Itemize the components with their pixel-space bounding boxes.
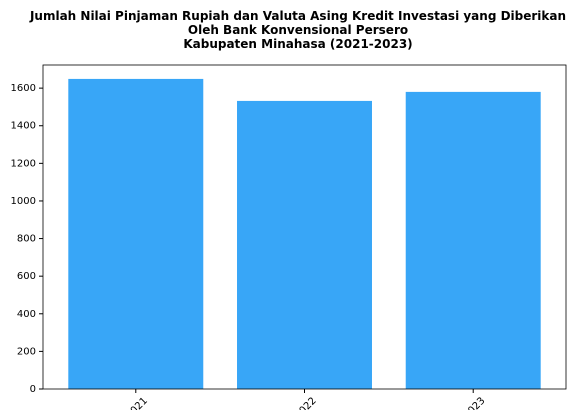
x-tick-label: 2023 <box>462 395 488 410</box>
y-tick-label: 1400 <box>11 121 36 132</box>
y-tick-label: 1200 <box>11 158 36 169</box>
y-tick-label: 400 <box>17 309 36 320</box>
y-tick-label: 600 <box>17 271 36 282</box>
chart-title: Jumlah Nilai Pinjaman Rupiah dan Valuta … <box>29 9 567 51</box>
y-tick-label: 0 <box>30 384 36 395</box>
bar <box>68 78 204 390</box>
y-tick-label: 1600 <box>11 83 36 94</box>
plot-frame <box>42 64 567 390</box>
bar <box>405 91 541 389</box>
y-tick-label: 1000 <box>11 196 36 207</box>
x-tick-label: 2021 <box>124 395 150 410</box>
y-tick-label: 800 <box>17 234 36 245</box>
y-tick-label: 200 <box>17 346 36 357</box>
bar <box>237 100 372 389</box>
x-tick-label: 2022 <box>293 395 319 410</box>
